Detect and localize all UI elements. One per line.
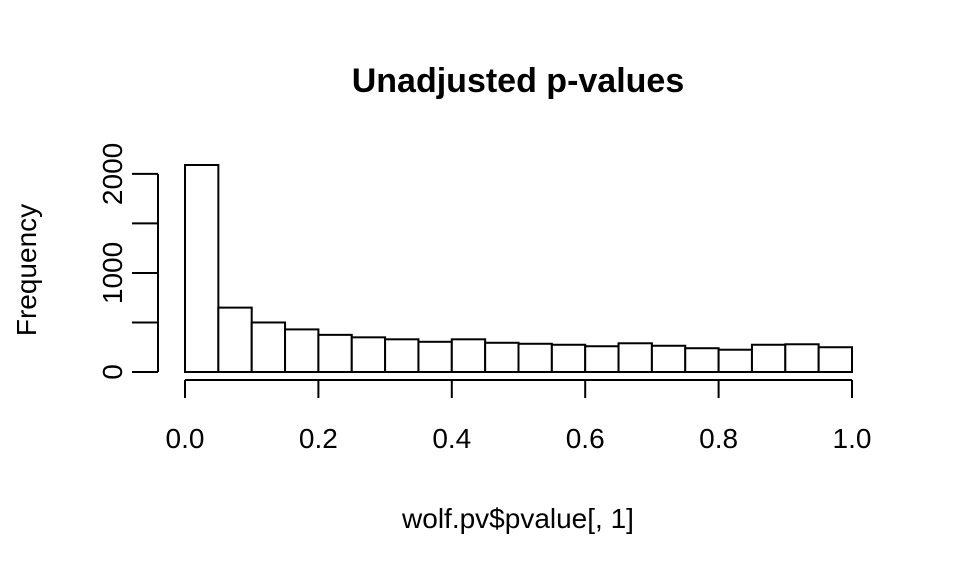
x-tick-label: 0.6: [566, 423, 605, 454]
histogram-bar: [484, 341, 520, 373]
histogram-bar: [184, 164, 220, 373]
histogram-bar: [750, 343, 787, 373]
histogram-bar: [317, 333, 353, 374]
histogram-bar: [350, 336, 387, 374]
x-tick-label: 0.2: [299, 423, 338, 454]
y-axis-label: Frequency: [11, 204, 42, 336]
histogram-bar: [217, 306, 253, 373]
histogram-bars: [184, 164, 854, 374]
histogram-bar: [417, 340, 453, 374]
histogram-bar: [617, 342, 653, 374]
x-axis: 0.0 0.2 0.4 0.6 0.8 1.0: [166, 379, 872, 454]
y-tick-label: 1000: [97, 242, 128, 304]
chart-title: Unadjusted p-values: [352, 62, 685, 100]
y-tick-label: 0: [97, 364, 128, 380]
x-tick-label: 1.0: [833, 423, 872, 454]
histogram-bar: [450, 338, 487, 374]
histogram-bar: [684, 347, 720, 374]
histogram-bar: [650, 344, 687, 374]
x-tick-label: 0.4: [432, 423, 471, 454]
histogram-bar: [284, 328, 320, 373]
histogram-bar: [584, 345, 620, 374]
histogram-bar: [517, 342, 553, 374]
histogram-bar: [784, 343, 820, 374]
histogram-bar: [384, 338, 420, 374]
x-tick-label: 0.8: [699, 423, 738, 454]
x-axis-label: wolf.pv$pvalue[, 1]: [401, 503, 634, 534]
y-tick-label: 2000: [97, 143, 128, 205]
histogram-bar: [550, 343, 587, 373]
x-tick-label: 0.0: [166, 423, 205, 454]
histogram-bar: [817, 346, 854, 373]
y-axis: 0 1000 2000: [97, 143, 159, 380]
histogram-bar: [717, 348, 753, 373]
histogram-bar: [250, 321, 287, 373]
